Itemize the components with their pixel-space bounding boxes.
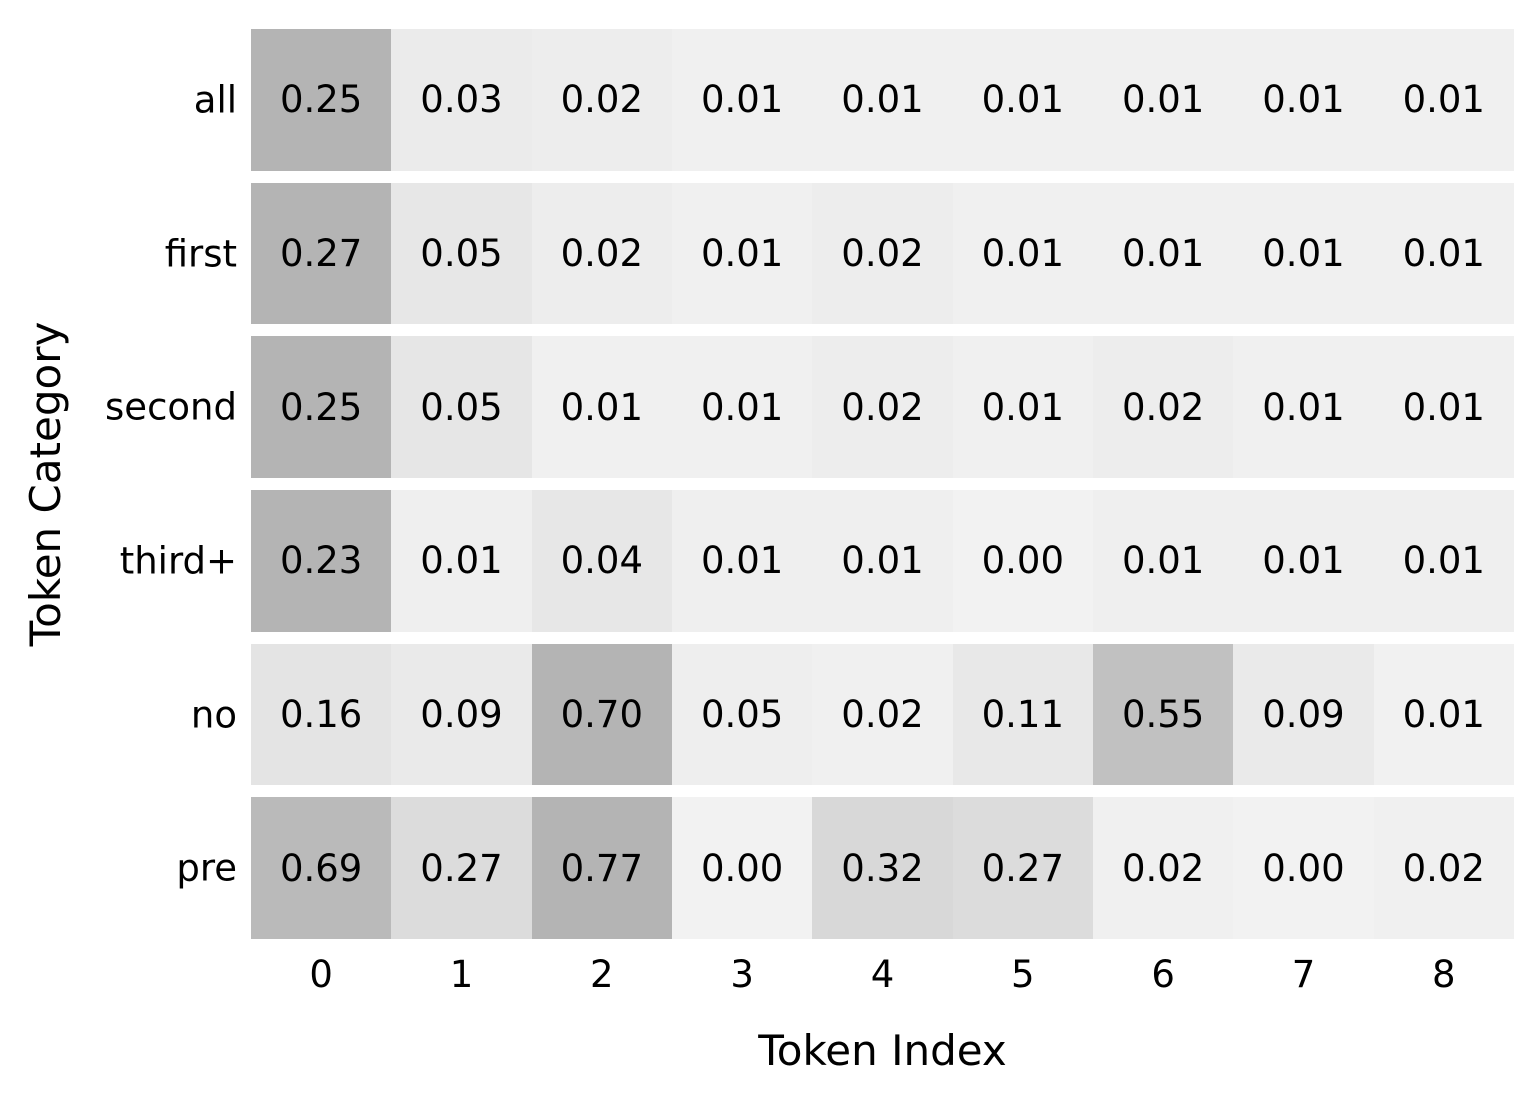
heatmap-cell: 0.01	[952, 182, 1093, 325]
heatmap-cell: 0.02	[531, 29, 672, 171]
heatmap-cell: 0.16	[251, 643, 392, 786]
heatmap-cell: 0.01	[1233, 336, 1374, 479]
heatmap-cell: 0.02	[1092, 797, 1234, 940]
heatmap-cell: 0.02	[812, 336, 953, 479]
heatmap-cell: 0.01	[812, 490, 953, 632]
y-tick-label: pre	[176, 846, 237, 890]
heatmap-cell: 0.01	[952, 336, 1093, 479]
heatmap-cell: 0.01	[1373, 29, 1514, 171]
heatmap-row: pre 0.69 0.27 0.77 0.00 0.32 0.27 0.02 0.00 0.02	[176, 797, 1514, 940]
heatmap-row: third+ 0.23 0.01 0.04 0.01 0.01 0.00 0.01 0.01 0.…	[120, 490, 1514, 632]
x-tick-label: 1	[449, 953, 474, 996]
y-tick-label: no	[190, 693, 237, 737]
heatmap-cell: 0.27	[391, 797, 532, 940]
x-tick-label: 4	[870, 953, 895, 996]
heatmap-cell: 0.03	[391, 29, 532, 171]
heatmap-cell: 0.01	[671, 29, 813, 171]
y-axis-label: Token Category	[21, 321, 70, 647]
heatmap-row: first 0.27 0.05 0.02 0.01 0.02 0.01 0.01 0.01 0.0…	[165, 182, 1514, 325]
x-tick-label: 7	[1291, 953, 1316, 996]
heatmap-cell: 0.02	[812, 182, 953, 325]
x-tick-label: 2	[590, 953, 614, 996]
heatmap-cell: 0.01	[1373, 336, 1514, 479]
heatmap-cell: 0.05	[391, 182, 532, 325]
y-tick-label: all	[193, 78, 237, 122]
heatmap-cell: 0.01	[1233, 182, 1374, 325]
heatmap-cell: 0.01	[1233, 490, 1374, 632]
heatmap-cell: 0.32	[812, 797, 953, 940]
heatmap-cell: 0.77	[531, 797, 672, 940]
heatmap-cell: 0.02	[812, 643, 953, 786]
heatmap-cell: 0.27	[952, 797, 1093, 940]
x-axis-label: Token Index	[758, 1026, 1007, 1075]
heatmap-cell: 0.01	[952, 29, 1093, 171]
heatmap-row: no 0.16 0.09 0.70 0.05 0.02 0.11 0.55 0.09 0.01	[191, 643, 1514, 786]
heatmap-cell: 0.01	[1092, 29, 1234, 171]
x-tick-label: 0	[309, 953, 333, 996]
heatmap-cell: 0.01	[671, 182, 813, 325]
heatmap-cell: 0.04	[531, 490, 672, 632]
heatmap-cell: 0.00	[952, 490, 1093, 632]
heatmap-cell: 0.01	[1373, 643, 1514, 786]
x-axis-ticks: 0 1 2 3 4 5 6 7 8	[251, 956, 1514, 993]
heatmap-cell: 0.00	[671, 797, 813, 940]
heatmap-cell: 0.01	[1373, 182, 1514, 325]
heatmap-cell: 0.01	[531, 336, 672, 479]
heatmap-cell: 0.01	[391, 490, 532, 632]
heatmap-row: second 0.25 0.05 0.01 0.01 0.02 0.01 0.02 0.01 0.…	[105, 336, 1514, 479]
heatmap-cell: 0.02	[1092, 336, 1234, 479]
heatmap-cell: 0.23	[251, 490, 392, 632]
heatmap-cell: 0.01	[1373, 490, 1514, 632]
heatmap-cell: 0.09	[1233, 643, 1374, 786]
heatmap-cell: 0.11	[952, 643, 1093, 786]
heatmap-cell: 0.01	[671, 336, 813, 479]
heatmap-cell: 0.25	[251, 336, 392, 479]
x-tick-label: 6	[1151, 953, 1175, 996]
x-tick-label: 3	[730, 953, 754, 996]
heatmap-cell: 0.27	[251, 182, 392, 325]
heatmap-cell: 0.02	[531, 182, 672, 325]
x-tick-label: 5	[1011, 953, 1035, 996]
heatmap-cell: 0.01	[1233, 29, 1374, 171]
heatmap-cell: 0.01	[671, 490, 813, 632]
heatmap-plot: all 0.25 0.03 0.02 0.01 0.01 0.01 0.01 0.01 0.01 f…	[105, 29, 1514, 940]
heatmap-cell: 0.70	[531, 643, 672, 786]
x-tick-label: 8	[1432, 953, 1456, 996]
heatmap-cell: 0.69	[251, 797, 392, 940]
heatmap-cell: 0.01	[1092, 182, 1234, 325]
heatmap-cell: 0.01	[1092, 490, 1234, 632]
heatmap-cell: 0.09	[391, 643, 532, 786]
y-tick-label: first	[164, 232, 237, 275]
heatmap-cell: 0.25	[251, 29, 392, 171]
heatmap-cell: 0.05	[671, 643, 813, 786]
heatmap-cell: 0.05	[391, 336, 532, 479]
heatmap-cell: 0.01	[812, 29, 953, 171]
heatmap-row: all 0.25 0.03 0.02 0.01 0.01 0.01 0.01 0.01 0.01	[194, 29, 1514, 171]
heatmap-cell: 0.02	[1373, 797, 1514, 940]
y-tick-label: second	[105, 385, 237, 429]
heatmap-cell: 0.00	[1233, 797, 1374, 940]
y-tick-label: third+	[119, 539, 237, 583]
heatmap-cell: 0.55	[1092, 643, 1234, 786]
